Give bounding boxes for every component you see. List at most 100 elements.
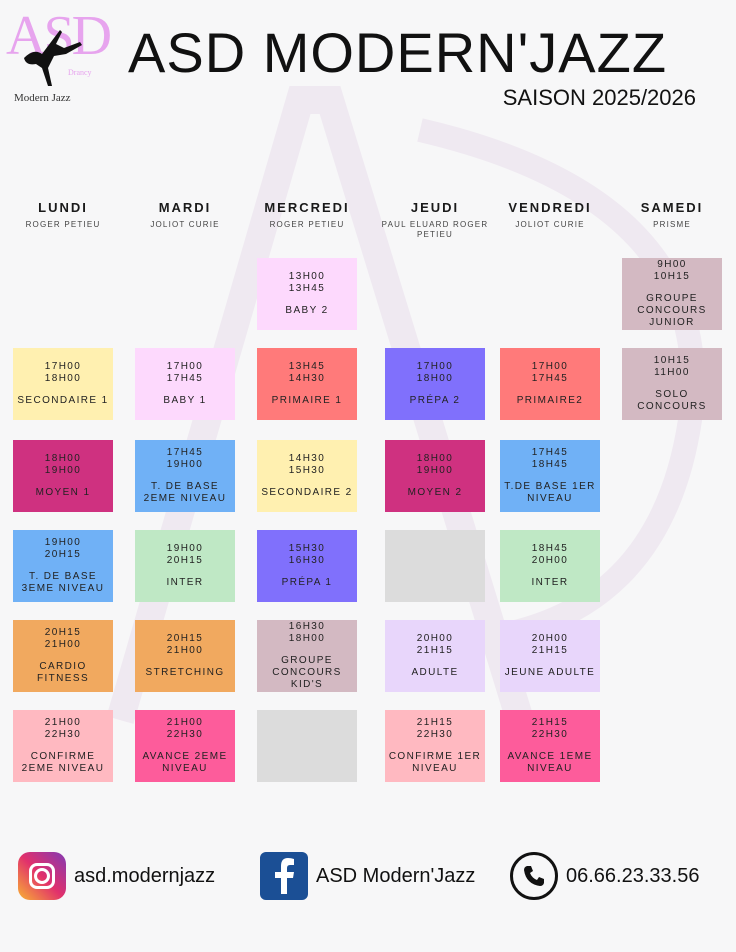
- class-slot: 17H45 18H45 T.DE BASE 1ER NIVEAU: [500, 440, 600, 512]
- start-time: 15H30: [288, 543, 326, 554]
- day-location: JOLIOT CURIE: [150, 220, 220, 229]
- class-name: GROUPE CONCOURS JUNIOR: [637, 293, 707, 328]
- end-time: 20H15: [44, 549, 82, 560]
- class-name: INTER: [531, 577, 569, 588]
- start-time: 20H15: [166, 633, 204, 644]
- end-time: 19H00: [416, 465, 454, 476]
- class-slot: 18H45 20H00 INTER: [500, 530, 600, 602]
- class-slot: 13H45 14H30 PRIMAIRE 1: [257, 348, 357, 420]
- class-name: SOLO CONCOURS: [637, 389, 707, 412]
- end-time: 21H00: [166, 645, 204, 656]
- phone-link[interactable]: 06.66.23.33.56: [510, 852, 699, 900]
- day-name: VENDREDI: [508, 200, 592, 215]
- day-location: ROGER PETIEU: [25, 220, 101, 229]
- start-time: 14H30: [288, 453, 326, 464]
- class-name: AVANCE 2EME NIVEAU: [142, 751, 228, 774]
- start-time: 20H00: [531, 633, 569, 644]
- end-time: 22H30: [44, 729, 82, 740]
- facebook-icon: [260, 852, 308, 900]
- class-name: PRÉPA 1: [281, 577, 333, 588]
- class-name: INTER: [166, 577, 204, 588]
- class-name: T. DE BASE 3EME NIVEAU: [21, 571, 105, 594]
- start-time: 13H45: [288, 361, 326, 372]
- day-header: MARDI JOLIOT CURIE: [127, 200, 243, 230]
- class-slot: 19H00 20H15 T. DE BASE 3EME NIVEAU: [13, 530, 113, 602]
- phone-number: 06.66.23.33.56: [566, 865, 700, 887]
- start-time: 17H45: [166, 447, 204, 458]
- day-header: JEUDI PAUL ELUARD ROGER PETIEU: [377, 200, 493, 240]
- day-location: JOLIOT CURIE: [515, 220, 585, 229]
- start-time: 17H00: [416, 361, 454, 372]
- class-name: CONFIRME 2EME NIVEAU: [21, 751, 105, 774]
- class-name: SECONDAIRE 2: [261, 487, 353, 498]
- start-time: 17H00: [166, 361, 204, 372]
- class-name: JEUNE ADULTE: [504, 667, 596, 678]
- class-slot: 21H00 22H30 AVANCE 2EME NIVEAU: [135, 710, 235, 782]
- day-name: LUNDI: [38, 200, 88, 215]
- day-name: SAMEDI: [640, 200, 704, 215]
- season: SAISON 2025/2026: [502, 85, 696, 110]
- class-slot: 17H00 18H00 SECONDAIRE 1: [13, 348, 113, 420]
- page-title: ASD MODERN'JAZZ: [128, 21, 668, 84]
- instagram-handle: asd.modernjazz: [74, 865, 216, 887]
- class-name: CARDIO FITNESS: [36, 661, 90, 684]
- class-slot: [385, 530, 485, 602]
- end-time: 17H45: [166, 373, 204, 384]
- class-name: PRÉPA 2: [409, 395, 461, 406]
- class-name: PRIMAIRE 1: [271, 395, 343, 406]
- class-slot: 18H00 19H00 MOYEN 1: [13, 440, 113, 512]
- start-time: 21H00: [44, 717, 82, 728]
- start-time: 17H45: [531, 447, 569, 458]
- start-time: 17H00: [44, 361, 82, 372]
- facebook-link[interactable]: ASD Modern'Jazz: [260, 852, 475, 900]
- start-time: 9H00: [657, 259, 687, 270]
- day-location: PRISME: [653, 220, 691, 229]
- end-time: 21H15: [416, 645, 454, 656]
- end-time: 18H45: [531, 459, 569, 470]
- class-slot: 19H00 20H15 INTER: [135, 530, 235, 602]
- start-time: 20H15: [44, 627, 82, 638]
- day-location: ROGER PETIEU: [269, 220, 345, 229]
- class-slot: 17H00 17H45 PRIMAIRE2: [500, 348, 600, 420]
- class-slot: 16H30 18H00 GROUPE CONCOURS KID'S: [257, 620, 357, 692]
- class-name: T.DE BASE 1ER NIVEAU: [504, 481, 596, 504]
- start-time: 20H00: [416, 633, 454, 644]
- class-name: CONFIRME 1ER NIVEAU: [388, 751, 482, 774]
- class-name: T. DE BASE 2EME NIVEAU: [143, 481, 227, 504]
- class-slot: 10H15 11H00 SOLO CONCOURS: [622, 348, 722, 420]
- class-slot: 20H00 21H15 ADULTE: [385, 620, 485, 692]
- end-time: 18H00: [44, 373, 82, 384]
- day-name: MERCREDI: [264, 200, 350, 215]
- end-time: 14H30: [288, 373, 326, 384]
- class-name: PRIMAIRE2: [516, 395, 584, 406]
- class-slot: 17H45 19H00 T. DE BASE 2EME NIVEAU: [135, 440, 235, 512]
- start-time: 21H15: [531, 717, 569, 728]
- end-time: 17H45: [531, 373, 569, 384]
- class-name: ADULTE: [411, 667, 459, 678]
- day-header: SAMEDI PRISME: [614, 200, 730, 230]
- end-time: 16H30: [288, 555, 326, 566]
- instagram-link[interactable]: asd.modernjazz: [18, 852, 215, 900]
- dancer-silhouette-icon: [24, 30, 82, 86]
- phone-icon: [510, 852, 558, 900]
- day-location: PAUL ELUARD ROGER PETIEU: [381, 220, 489, 239]
- start-time: 16H30: [288, 621, 326, 632]
- class-slot: 20H15 21H00 STRETCHING: [135, 620, 235, 692]
- class-slot: 21H15 22H30 CONFIRME 1ER NIVEAU: [385, 710, 485, 782]
- class-slot: 18H00 19H00 MOYEN 2: [385, 440, 485, 512]
- start-time: 19H00: [44, 537, 82, 548]
- class-name: MOYEN 1: [35, 487, 91, 498]
- class-name: MOYEN 2: [407, 487, 463, 498]
- class-slot: 14H30 15H30 SECONDAIRE 2: [257, 440, 357, 512]
- end-time: 18H00: [416, 373, 454, 384]
- end-time: 11H00: [654, 367, 690, 378]
- day-header: MERCREDI ROGER PETIEU: [249, 200, 365, 230]
- start-time: 21H00: [166, 717, 204, 728]
- end-time: 20H15: [166, 555, 204, 566]
- class-slot: 9H00 10H15 GROUPE CONCOURS JUNIOR: [622, 258, 722, 330]
- start-time: 18H00: [44, 453, 82, 464]
- class-name: STRETCHING: [145, 667, 225, 678]
- facebook-name: ASD Modern'Jazz: [316, 865, 476, 887]
- end-time: 15H30: [288, 465, 326, 476]
